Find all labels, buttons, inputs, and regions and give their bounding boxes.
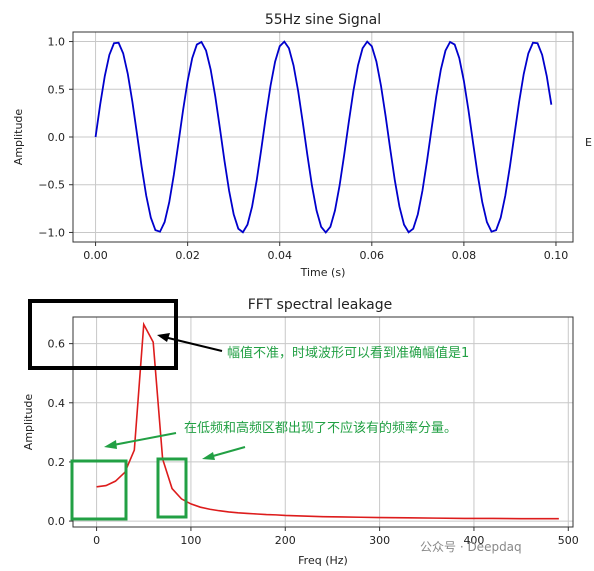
sine-xlabel: Time (s) — [300, 266, 346, 279]
watermark: 公众号 · Deepdaq — [420, 540, 522, 554]
sine-ytick-label: 0.5 — [48, 83, 66, 96]
low-freq-arrowhead — [104, 440, 117, 449]
sine-ytick-label: 1.0 — [48, 36, 66, 49]
fft-xtick-label: 500 — [558, 534, 579, 547]
fft-chart-title: FFT spectral leakage — [248, 297, 393, 313]
fft-xtick-label: 300 — [369, 534, 390, 547]
fft-xtick-label: 200 — [275, 534, 296, 547]
sine-series-line — [94, 40, 553, 234]
sine-xtick-label: 0.00 — [83, 249, 108, 262]
low-freq-highlight-box — [70, 459, 128, 521]
sine-xtick-label: 0.06 — [360, 249, 385, 262]
sine-ytick-label: 0.0 — [48, 131, 66, 144]
sine-chart: 55Hz sine Signal 0.00 0.02 0.04 0.06 0.08 0.1… — [12, 12, 574, 279]
high-freq-highlight-box — [156, 457, 188, 519]
sine-ytick-label: −0.5 — [38, 179, 65, 192]
fft-xlabel: Freq (Hz) — [298, 554, 348, 567]
fft-ticks: 0 100 200 300 400 500 0.0 0.2 0.4 0.6 — [48, 338, 579, 547]
fft-series-line — [96, 321, 559, 520]
annotations: 幅值不准，时域波形可以看到准确幅值是1 在低频和高频区都出现了不应该有的频率分量… — [28, 299, 469, 521]
sine-ylabel: Amplitude — [12, 109, 25, 166]
sine-ytick-label: −1.0 — [38, 226, 65, 239]
sine-ticks: 0.00 0.02 0.04 0.06 0.08 0.10 −1.0 −0.5 0.0 0.5 1.… — [38, 36, 568, 262]
fft-xtick-label: 100 — [180, 534, 201, 547]
fft-plot-frame — [72, 316, 574, 528]
sine-xtick-label: 0.08 — [452, 249, 477, 262]
high-freq-arrowhead — [202, 452, 215, 460]
fft-ytick-label: 0.4 — [48, 397, 66, 410]
right-edge-glyph: E — [585, 136, 592, 149]
fft-ytick-label: 0.6 — [48, 338, 66, 351]
fft-chart: FFT spectral leakage 0 100 200 300 400 500 0.0… — [22, 297, 579, 567]
amplitude-note: 幅值不准，时域波形可以看到准确幅值是1 — [227, 345, 469, 361]
sine-gridlines — [73, 32, 573, 242]
fft-xtick-label: 400 — [463, 534, 484, 547]
sine-xtick-label: 0.04 — [267, 249, 292, 262]
peak-highlight-box — [28, 299, 178, 370]
fft-xtick-label: 0 — [93, 534, 100, 547]
sine-xtick-label: 0.02 — [175, 249, 200, 262]
leakage-note: 在低频和高频区都出现了不应该有的频率分量。 — [184, 420, 457, 436]
fft-ytick-label: 0.2 — [48, 456, 66, 469]
fft-ylabel: Amplitude — [22, 394, 35, 451]
sine-chart-title: 55Hz sine Signal — [265, 12, 381, 28]
peak-arrow — [159, 335, 223, 352]
fft-ytick-label: 0.0 — [48, 515, 66, 528]
sine-xtick-label: 0.10 — [544, 249, 569, 262]
low-freq-arrow — [107, 432, 177, 447]
fft-gridlines — [73, 317, 573, 527]
peak-arrowhead — [157, 333, 170, 342]
